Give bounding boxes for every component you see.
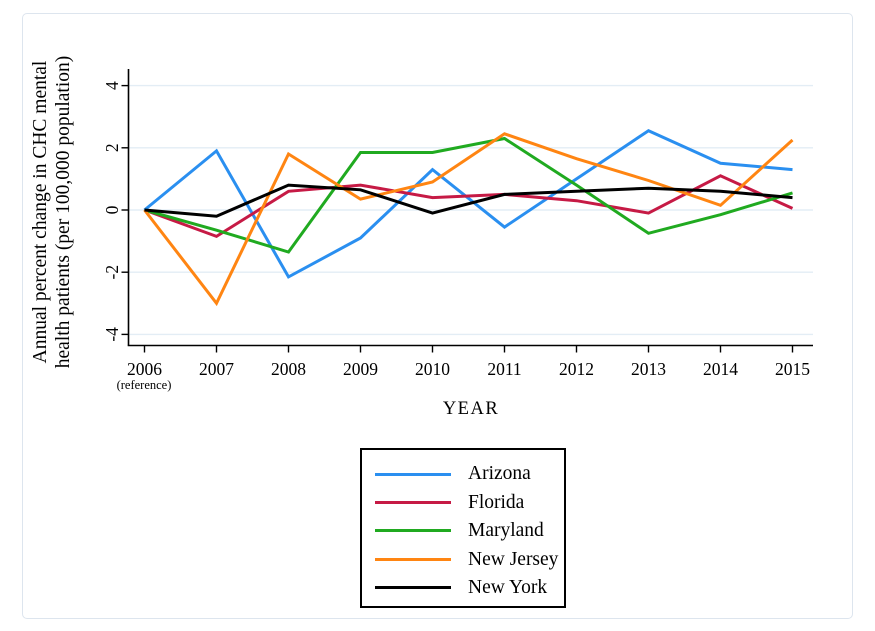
x-tick-label: 2009 [343,359,378,379]
legend-line-swatch [375,501,451,505]
x-tick-label: 2012 [559,359,594,379]
legend-item-florida: Florida [375,488,564,516]
series-line-new-york [144,183,793,218]
y-tick-label: -2 [102,265,122,280]
legend-label: Maryland [468,520,544,542]
legend-line-swatch [375,472,451,476]
legend-item-new-york: New York [375,574,564,602]
x-tick-label: 2008 [271,359,306,379]
x-tick-label: 2013 [631,359,666,379]
legend-item-new-jersey: New Jersey [375,545,564,573]
legend-label: New York [468,577,548,598]
legend-item-maryland: Maryland [375,517,564,545]
x-tick-label: 2010 [415,359,450,379]
y-tick-label: 4 [102,81,122,90]
x-tick-label: 2006 [127,359,162,379]
series-line-new-jersey [143,132,794,307]
x-tick-label: 2007 [199,359,234,379]
y-tick-label: 0 [102,205,122,214]
legend: Arizona Florida Maryland New Jersey New York [360,448,566,608]
x-tick-label: 2014 [703,359,738,379]
x-tick-label: 2011 [487,359,521,379]
legend-label: Arizona [468,463,531,485]
legend-label: New Jersey [468,548,559,570]
y-tick-label: 2 [102,143,122,152]
x-reference-note: (reference) [116,378,172,392]
y-tick-label: -4 [102,327,122,342]
legend-label: Florida [468,491,525,513]
legend-item-arizona: Arizona [375,460,564,488]
legend-line-swatch [375,529,451,533]
x-tick-label: 2015 [775,359,810,379]
legend-line-swatch [375,586,451,590]
x-axis-title: YEAR [442,399,500,419]
series-line-maryland [144,136,793,254]
legend-line-swatch [375,557,451,561]
